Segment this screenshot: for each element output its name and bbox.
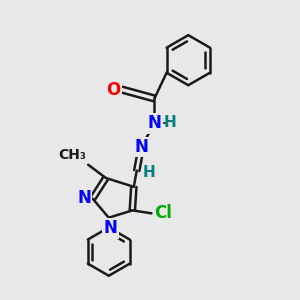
Text: N: N [148,115,161,133]
Text: O: O [106,81,121,99]
Text: N: N [103,219,117,237]
Text: H: H [164,115,176,130]
Text: N: N [134,138,148,156]
Text: N: N [77,189,91,207]
Text: H: H [143,165,155,180]
Text: Cl: Cl [154,204,172,222]
Text: CH₃: CH₃ [58,148,86,162]
